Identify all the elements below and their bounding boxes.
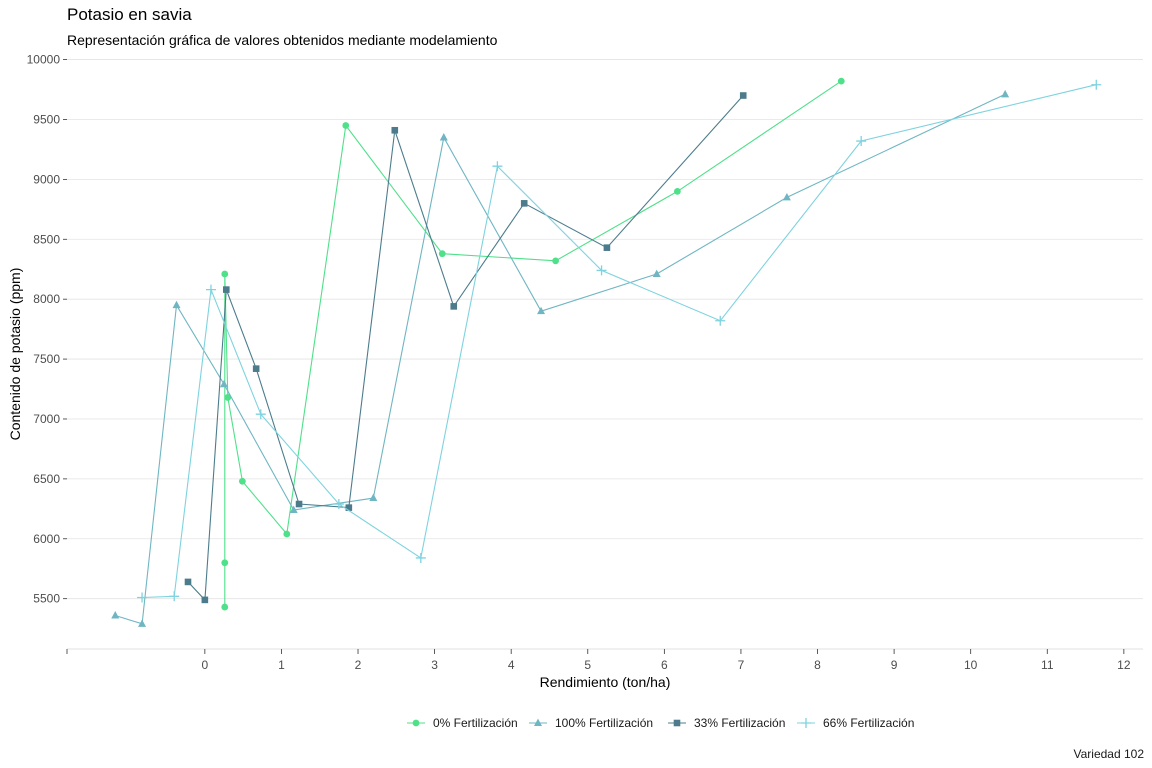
y-tick-label: 7500	[33, 352, 60, 366]
x-tick-label: 6	[661, 658, 668, 672]
y-tick-label: 8000	[33, 292, 60, 306]
x-tick-label: 10	[964, 658, 978, 672]
x-tick-label: 0	[202, 658, 209, 672]
data-point	[238, 477, 246, 485]
y-tick-label: 7000	[33, 412, 60, 426]
series-line	[142, 84, 1097, 599]
data-point	[520, 200, 528, 207]
data-point	[715, 315, 726, 326]
legend-key-marker	[534, 718, 542, 726]
series-3	[137, 79, 1102, 603]
x-tick-label: 9	[891, 658, 898, 672]
series-1	[111, 89, 1010, 627]
x-tick-label: 12	[1117, 658, 1131, 672]
x-tick-label: 5	[584, 658, 591, 672]
data-point	[219, 379, 228, 388]
legend-item: 33% Fertilización	[668, 716, 785, 730]
y-axis-title: Contenido de potasio (ppm)	[7, 268, 23, 441]
x-tick-label: 7	[738, 658, 745, 672]
series-0	[221, 77, 845, 611]
axis-layer: 5500 6000 6500 7000 7500 8000 8500 9000 9500 1000…	[27, 53, 1143, 672]
x-tick-label: 2	[355, 658, 362, 672]
y-tick-label: 6000	[33, 532, 60, 546]
series-layer	[111, 77, 1102, 627]
chart-subtitle: Representación gráfica de valores obteni…	[67, 32, 498, 48]
data-point	[369, 493, 378, 502]
y-tick-label: 8500	[33, 232, 60, 246]
data-point	[345, 504, 353, 511]
data-point	[603, 244, 611, 251]
data-point	[224, 394, 232, 401]
data-point	[537, 306, 546, 315]
data-point	[342, 122, 350, 129]
data-point	[673, 187, 681, 195]
x-tick-label: 3	[431, 658, 438, 672]
data-point	[222, 286, 230, 293]
data-point	[438, 250, 446, 258]
data-point	[652, 269, 661, 278]
legend-key-marker	[673, 719, 681, 727]
data-point	[169, 591, 180, 602]
x-tick-label: 4	[508, 658, 515, 672]
legend-label: 66% Fertilización	[823, 716, 914, 730]
x-tick-label: 1	[278, 658, 285, 672]
data-point	[739, 92, 747, 99]
x-tick-label: 11	[1041, 658, 1054, 672]
data-point	[138, 619, 147, 627]
data-point	[205, 284, 216, 295]
data-point	[252, 365, 260, 372]
legend-item: 100% Fertilización	[529, 716, 653, 730]
x-axis-title: Rendimiento (ton/ha)	[540, 674, 671, 690]
legend: 0% Fertilización 100% Fertilización 33% Fe…	[407, 716, 914, 730]
data-point	[782, 192, 791, 201]
series-line	[224, 80, 842, 608]
data-point	[221, 603, 229, 611]
data-point	[221, 559, 229, 567]
data-point	[837, 77, 845, 85]
data-point	[295, 500, 303, 508]
data-point	[184, 578, 192, 586]
data-point	[1001, 89, 1010, 98]
y-tick-label: 5500	[33, 592, 60, 606]
data-point	[111, 611, 120, 619]
data-point	[492, 161, 503, 172]
data-point	[137, 592, 148, 603]
legend-item: 66% Fertilización	[797, 716, 914, 730]
legend-label: 0% Fertilización	[433, 716, 518, 730]
grid-layer	[67, 59, 1143, 600]
data-point	[450, 303, 458, 310]
data-point	[221, 270, 229, 278]
data-point	[283, 530, 291, 538]
caption: Variedad 102	[1073, 747, 1145, 761]
data-point	[255, 409, 266, 420]
legend-key-marker	[412, 719, 420, 727]
legend-label: 100% Fertilización	[555, 716, 653, 730]
data-point	[391, 126, 399, 134]
y-tick-label: 6500	[33, 472, 60, 486]
legend-key-marker	[801, 718, 811, 728]
data-point	[552, 257, 560, 265]
series-2	[184, 92, 747, 604]
data-point	[439, 133, 448, 141]
data-point	[596, 265, 607, 276]
legend-item: 0% Fertilización	[407, 716, 518, 730]
data-point	[856, 136, 867, 147]
data-point	[172, 300, 181, 309]
y-tick-label: 9500	[33, 112, 60, 126]
data-point	[333, 499, 344, 510]
data-point	[289, 505, 298, 514]
y-tick-label: 9000	[33, 172, 60, 186]
series-line	[187, 95, 744, 602]
data-point	[415, 552, 426, 563]
y-tick-label: 10000	[27, 53, 61, 67]
chart-title: Potasio en savia	[67, 5, 192, 24]
x-tick-label: 8	[814, 658, 821, 672]
data-point	[1091, 79, 1102, 90]
legend-label: 33% Fertilización	[694, 716, 785, 730]
data-point	[201, 596, 209, 604]
